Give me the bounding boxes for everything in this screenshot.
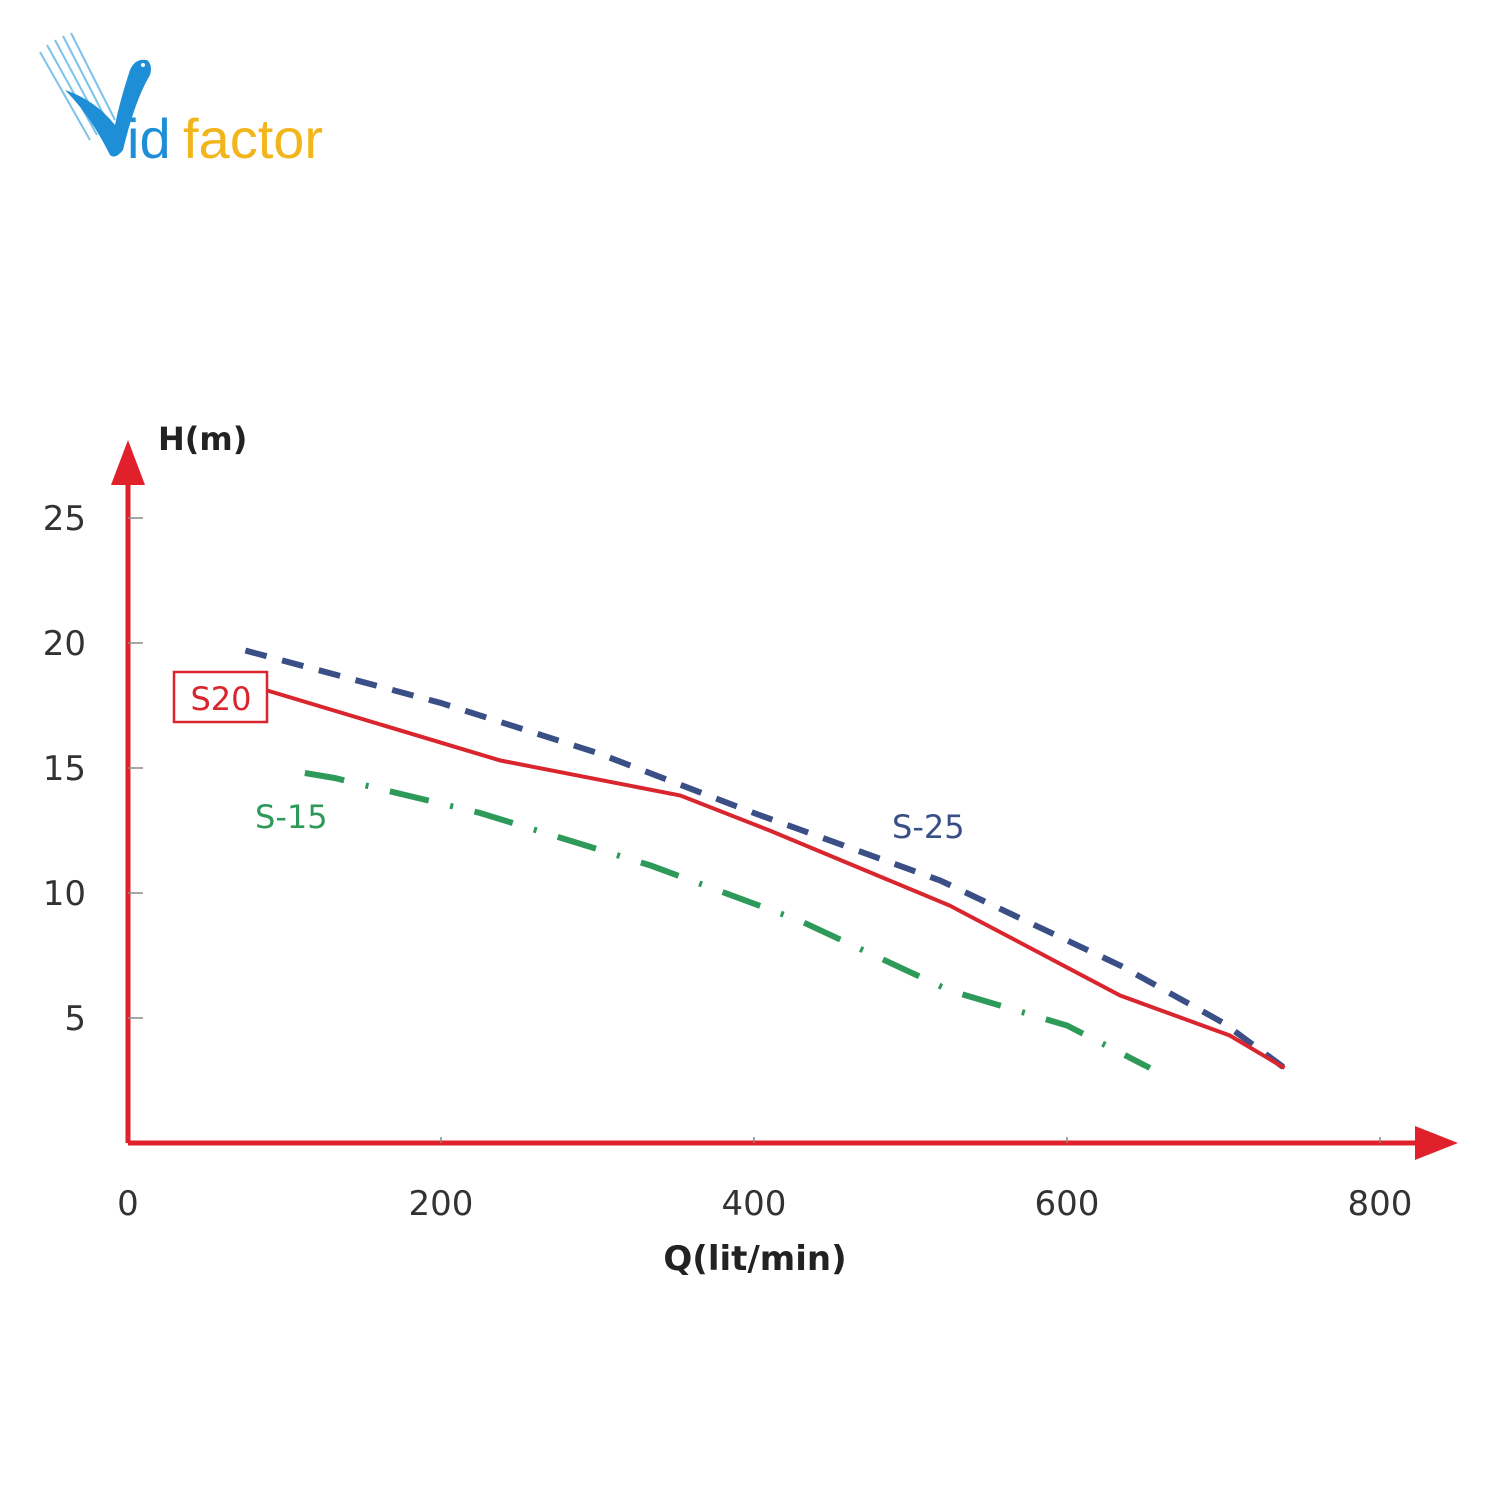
series-line-s-15: [304, 770, 1152, 1071]
series-group: [244, 647, 1287, 1071]
bird-icon: [39, 32, 151, 157]
y-tick-label: 15: [43, 749, 86, 789]
labels-group: H(m) Q(lit/min) S20 S-15 S-25: [158, 420, 965, 1279]
s20-label: S20: [190, 680, 251, 718]
x-tick-label: 200: [409, 1184, 474, 1224]
y-tick-label: 10: [43, 874, 86, 914]
logo-text-factor: factor: [183, 107, 323, 170]
x-tick-label: 0: [117, 1184, 139, 1224]
axes: 0 200 400 600 800 5 10 15 20 25: [43, 440, 1458, 1224]
y-tick-label: 5: [64, 999, 86, 1039]
x-tick-label: 800: [1348, 1184, 1413, 1224]
vidfactor-logo: id factor: [39, 32, 323, 170]
s20-label-box: [172, 670, 269, 724]
x-tick-label: 400: [722, 1184, 787, 1224]
y-axis-label: H(m): [158, 420, 247, 458]
logo-text-id: id: [127, 107, 171, 170]
y-tick-label: 20: [43, 624, 86, 664]
series-line-s20: [266, 688, 1286, 1070]
y-axis-arrow-icon: [111, 440, 145, 485]
s15-label: S-15: [255, 798, 328, 836]
y-tick-label: 25: [43, 499, 86, 539]
s25-label: S-25: [892, 808, 965, 846]
x-axis-arrow-icon: [1415, 1126, 1458, 1160]
x-tick-label: 600: [1035, 1184, 1100, 1224]
x-axis-label: Q(lit/min): [663, 1239, 846, 1279]
series-line-s-25: [244, 647, 1287, 1071]
